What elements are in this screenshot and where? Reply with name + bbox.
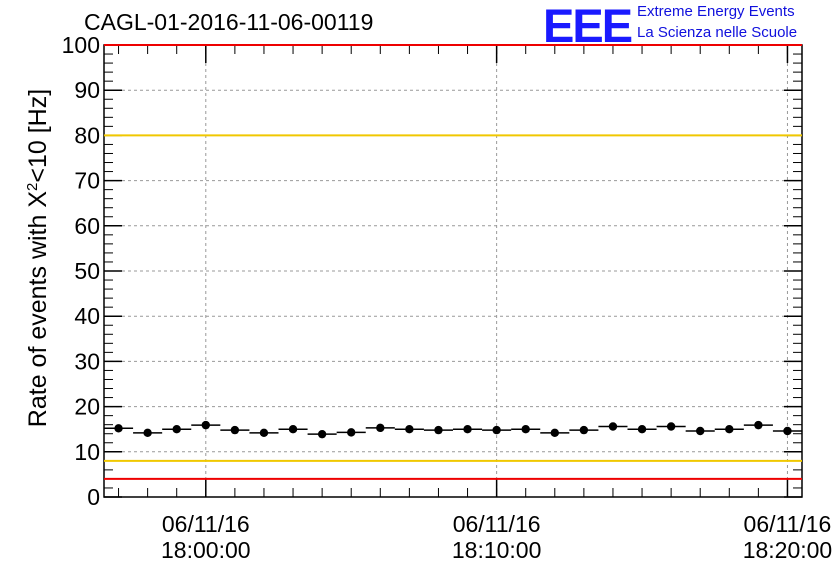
- x-tick-label-time: 18:20:00: [743, 537, 833, 563]
- data-point: [230, 425, 240, 435]
- y-tick-label: 10: [74, 439, 100, 465]
- data-point: [317, 429, 327, 439]
- data-point: [434, 425, 443, 435]
- data-point: [288, 425, 298, 434]
- y-tick-label: 20: [74, 394, 100, 420]
- data-point: [783, 426, 792, 436]
- data-point: [347, 428, 356, 437]
- eee-logo: EEE: [543, 0, 633, 52]
- data-point: [754, 420, 763, 430]
- data-point: [550, 428, 559, 438]
- y-tick-label: 30: [74, 348, 100, 374]
- y-tick-label: 80: [74, 122, 100, 148]
- data-point: [521, 425, 530, 434]
- data-point: [637, 425, 647, 434]
- x-tick-label-date: 06/11/16: [162, 511, 250, 537]
- y-axis-label-sup: 2: [24, 182, 41, 191]
- data-point: [376, 423, 385, 433]
- data-point: [463, 425, 472, 434]
- y-tick-label: 0: [87, 484, 100, 510]
- y-axis-label-tail: <10 [Hz]: [24, 88, 52, 183]
- y-tick-label: 90: [74, 77, 100, 103]
- y-tick-label: 100: [62, 32, 100, 58]
- y-tick-label: 60: [74, 213, 100, 239]
- y-tick-label: 50: [74, 258, 100, 284]
- data-point: [143, 428, 152, 438]
- y-axis-label-main: Rate of events with X: [24, 190, 52, 428]
- data-point: [608, 422, 618, 431]
- data-point: [172, 425, 181, 434]
- brand-line-1: Extreme Energy Events: [637, 3, 795, 20]
- data-point: [666, 422, 676, 431]
- x-tick-label-date: 06/11/16: [744, 511, 832, 537]
- x-tick-label-time: 18:00:00: [161, 537, 251, 563]
- data-point: [405, 425, 414, 434]
- x-tick-label-time: 18:10:00: [452, 537, 542, 563]
- data-point: [492, 425, 501, 435]
- y-tick-label: 40: [74, 303, 100, 329]
- chart-title: CAGL-01-2016-11-06-00119: [84, 9, 374, 35]
- y-tick-label: 70: [74, 168, 100, 194]
- data-point: [725, 425, 734, 434]
- data-point: [696, 426, 705, 436]
- data-point: [201, 420, 210, 430]
- data-point: [114, 424, 123, 433]
- data-point: [259, 428, 269, 438]
- data-point: [579, 425, 589, 435]
- brand-line-2: La Scienza nelle Scuole: [637, 24, 798, 41]
- x-tick-label-date: 06/11/16: [453, 511, 541, 537]
- y-axis-label: Rate of events with X2<10 [Hz]: [18, 38, 52, 478]
